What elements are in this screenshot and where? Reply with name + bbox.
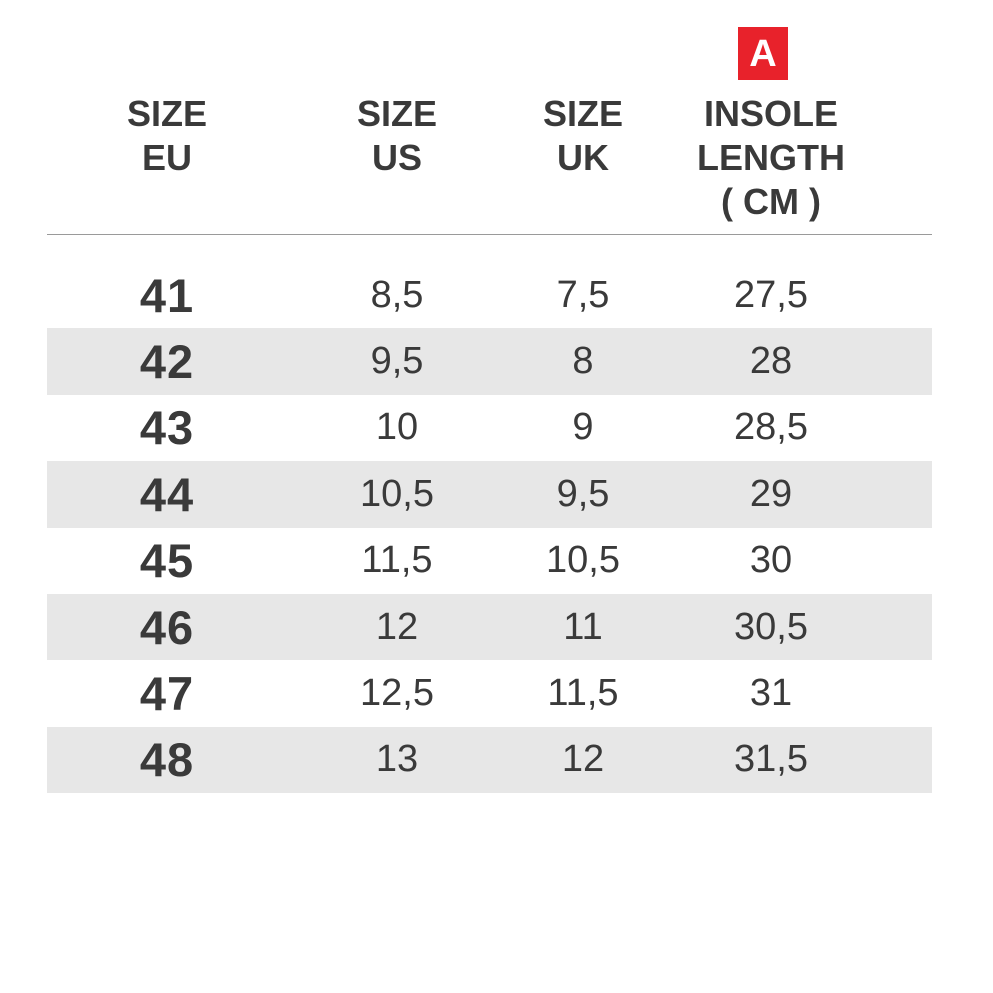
- shoe-size-table: SIZE EU SIZE US SIZE UK INSOLE LENGTH ( …: [47, 92, 932, 794]
- header-size-us-line2: US: [371, 137, 422, 178]
- uk-size-cell: 9: [572, 406, 594, 449]
- table-row: 46 12 11 30,5: [47, 593, 932, 661]
- us-size-cell: 10,5: [360, 472, 434, 515]
- us-size-cell: 12: [375, 605, 419, 648]
- us-size-cell: 8,5: [370, 273, 424, 316]
- table-row: 44 10,5 9,5 29: [47, 461, 932, 528]
- insole-length-cell: 27,5: [734, 273, 808, 316]
- eu-size-cell: 48: [139, 733, 195, 787]
- insole-length-cell: 28,5: [734, 406, 808, 449]
- eu-size-cell: 42: [139, 335, 195, 389]
- uk-size-cell: 8: [572, 340, 594, 383]
- header-insole-line3: ( CM ): [721, 181, 821, 222]
- table-header-row: SIZE EU SIZE US SIZE UK INSOLE LENGTH ( …: [47, 92, 932, 234]
- us-size-cell: 12,5: [360, 672, 434, 715]
- insole-length-cell: 31: [749, 672, 793, 715]
- us-size-cell: 10: [375, 406, 419, 449]
- measurement-a-badge-label: A: [749, 32, 777, 75]
- measurement-a-badge: A: [738, 27, 788, 80]
- header-insole-length: INSOLE LENGTH ( CM ): [659, 92, 883, 224]
- table-row: 43 10 9 28,5: [47, 395, 932, 461]
- eu-size-cell: 41: [139, 268, 195, 322]
- us-size-cell: 13: [375, 738, 419, 781]
- uk-size-cell: 9,5: [556, 472, 610, 515]
- table-row: 41 8,5 7,5 27,5: [47, 262, 932, 328]
- eu-size-cell: 43: [139, 401, 195, 455]
- header-size-us-line1: SIZE: [356, 93, 437, 134]
- table-body: 41 8,5 7,5 27,5 42 9,5 8 28 43 10 9 28,5: [47, 262, 932, 794]
- uk-size-cell: 11: [563, 605, 603, 648]
- insole-length-cell: 29: [749, 472, 793, 515]
- uk-size-cell: 11,5: [547, 672, 619, 715]
- insole-length-cell: 31,5: [734, 738, 808, 781]
- table-row: 48 13 12 31,5: [47, 726, 932, 794]
- table-row: 45 11,5 10,5 30: [47, 528, 932, 594]
- uk-size-cell: 10,5: [546, 539, 620, 582]
- uk-size-cell: 12: [561, 738, 605, 781]
- table-row: 42 9,5 8 28: [47, 328, 932, 395]
- header-size-uk-line2: UK: [557, 137, 609, 178]
- eu-size-cell: 46: [139, 600, 195, 654]
- header-size-eu-line1: SIZE: [126, 93, 207, 134]
- header-insole-line2: LENGTH: [697, 137, 845, 178]
- table-row: 47 12,5 11,5 31: [47, 660, 932, 726]
- us-size-cell: 9,5: [370, 340, 424, 383]
- insole-length-cell: 30: [749, 539, 793, 582]
- eu-size-cell: 45: [139, 534, 195, 588]
- header-size-us: SIZE US: [287, 92, 507, 180]
- header-size-uk-line1: SIZE: [542, 93, 623, 134]
- header-size-uk: SIZE UK: [507, 92, 659, 180]
- header-size-eu: SIZE EU: [47, 92, 287, 180]
- us-size-cell: 11,5: [361, 539, 433, 582]
- insole-length-cell: 30,5: [734, 605, 808, 648]
- eu-size-cell: 47: [139, 667, 195, 721]
- header-insole-line1: INSOLE: [703, 93, 838, 134]
- eu-size-cell: 44: [139, 467, 195, 521]
- header-size-eu-line2: EU: [141, 137, 192, 178]
- header-divider-line: [47, 234, 932, 235]
- insole-length-cell: 28: [749, 340, 793, 383]
- uk-size-cell: 7,5: [556, 273, 610, 316]
